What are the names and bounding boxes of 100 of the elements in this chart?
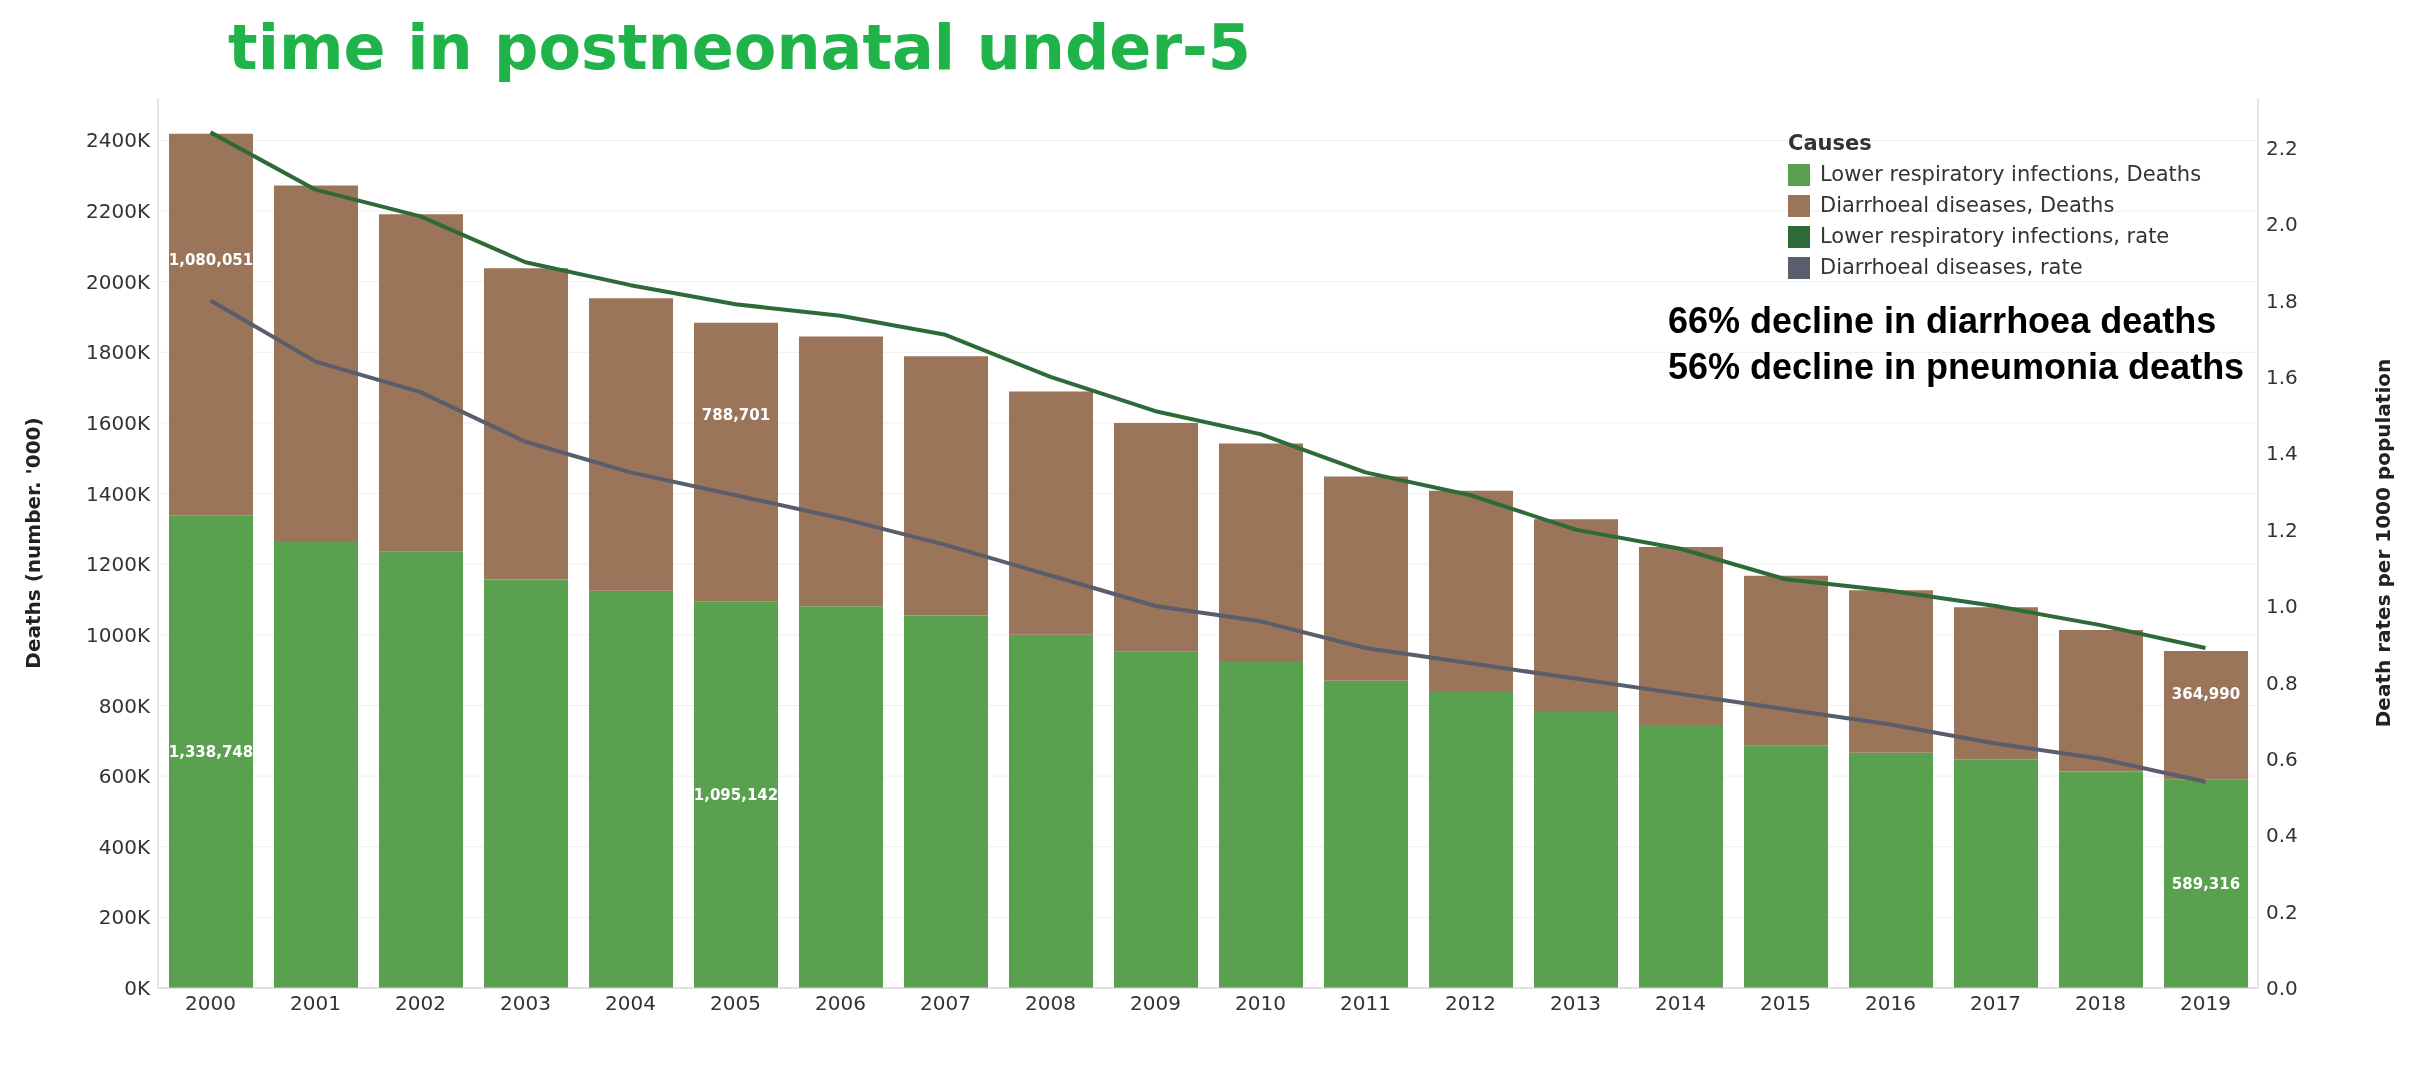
x-tick-label: 2015 xyxy=(1760,991,1811,1016)
bar xyxy=(1324,680,1408,988)
bar xyxy=(1954,759,2038,988)
bar xyxy=(1534,519,1618,712)
y2-tick-label: 0.0 xyxy=(2266,976,2298,1001)
bar xyxy=(274,185,358,542)
y-tick-label: 2200K xyxy=(85,199,151,224)
bar xyxy=(2164,650,2248,780)
y-tick-label: 200K xyxy=(98,905,151,930)
bar xyxy=(1009,634,1093,988)
bar xyxy=(1744,745,1828,988)
bar xyxy=(2164,779,2248,988)
y2-axis-title: Death rates per 1000 population xyxy=(2371,358,2396,728)
x-tick-label: 2016 xyxy=(1865,991,1916,1016)
data-label: 1,338,748 xyxy=(168,742,254,761)
legend-title: Causes xyxy=(1788,130,1873,157)
y-tick-label: 1800K xyxy=(85,340,151,365)
y2-tick-label: 1.6 xyxy=(2266,364,2298,389)
bar xyxy=(1954,607,2038,760)
annotation: 66% decline in diarrhoea deaths xyxy=(1668,299,2218,343)
x-tick-label: 2003 xyxy=(500,991,551,1016)
bar xyxy=(1114,422,1198,652)
y-tick-label: 1200K xyxy=(85,552,151,577)
bar xyxy=(2059,771,2143,988)
bar xyxy=(379,551,463,988)
data-label: 1,095,142 xyxy=(693,785,779,804)
annotation: 56% decline in pneumonia deaths xyxy=(1668,345,2245,389)
x-tick-label: 2006 xyxy=(815,991,866,1016)
bar xyxy=(799,336,883,607)
bar xyxy=(1114,651,1198,988)
bar xyxy=(274,541,358,988)
x-tick-label: 2011 xyxy=(1340,991,1391,1016)
bar xyxy=(589,298,673,591)
y2-tick-label: 2.2 xyxy=(2266,135,2298,160)
bar xyxy=(694,601,778,988)
legend-label: Diarrhoeal diseases, rate xyxy=(1820,254,2083,281)
y2-tick-label: 1.2 xyxy=(2266,517,2298,542)
x-tick-label: 2002 xyxy=(395,991,446,1016)
x-tick-label: 2019 xyxy=(2180,991,2231,1016)
y2-tick-label: 1.0 xyxy=(2266,594,2298,619)
y-tick-label: 400K xyxy=(98,834,151,859)
x-tick-label: 2013 xyxy=(1550,991,1601,1016)
y-tick-label: 1000K xyxy=(85,622,151,647)
x-tick-label: 2012 xyxy=(1445,991,1496,1016)
x-tick-label: 2004 xyxy=(605,991,656,1016)
y2-tick-label: 0.4 xyxy=(2266,823,2298,848)
bar xyxy=(799,606,883,988)
y-tick-label: 1400K xyxy=(85,481,151,506)
bar xyxy=(1849,752,1933,988)
data-label: 364,990 xyxy=(2171,684,2241,703)
bar xyxy=(694,322,778,602)
y-tick-label: 2000K xyxy=(85,269,151,294)
data-label: 788,701 xyxy=(701,405,771,424)
y2-tick-label: 0.2 xyxy=(2266,899,2298,924)
bar xyxy=(1639,724,1723,988)
y2-tick-label: 0.8 xyxy=(2266,670,2298,695)
bar xyxy=(1429,490,1513,691)
legend-label: Diarrhoeal diseases, Deaths xyxy=(1820,192,2115,219)
y-tick-label: 600K xyxy=(98,764,151,789)
bar xyxy=(1324,476,1408,681)
x-tick-label: 2010 xyxy=(1235,991,1286,1016)
bar xyxy=(1219,662,1303,988)
y2-tick-label: 1.8 xyxy=(2266,288,2298,313)
bar xyxy=(2059,629,2143,772)
x-tick-label: 2017 xyxy=(1970,991,2021,1016)
bar xyxy=(484,579,568,988)
bar xyxy=(589,590,673,988)
chart-title: time in postneonatal under-5 xyxy=(227,10,1252,86)
data-label: 589,316 xyxy=(2171,874,2241,893)
bar xyxy=(904,356,988,616)
x-tick-label: 2007 xyxy=(920,991,971,1016)
legend-label: Lower respiratory infections, rate xyxy=(1820,223,2170,250)
legend-label: Lower respiratory infections, Deaths xyxy=(1820,161,2202,188)
y2-tick-label: 0.6 xyxy=(2266,746,2298,771)
x-tick-label: 2005 xyxy=(710,991,761,1016)
bar xyxy=(1639,546,1723,725)
y2-tick-label: 2.0 xyxy=(2266,212,2298,237)
bar xyxy=(1534,711,1618,988)
x-tick-label: 2018 xyxy=(2075,991,2126,1016)
bar xyxy=(169,133,253,516)
y2-tick-label: 1.4 xyxy=(2266,441,2298,466)
bar xyxy=(1849,590,1933,753)
bar xyxy=(484,268,568,580)
x-tick-label: 2009 xyxy=(1130,991,1181,1016)
x-tick-label: 2001 xyxy=(290,991,341,1016)
x-tick-label: 2008 xyxy=(1025,991,1076,1016)
x-tick-label: 2000 xyxy=(185,991,236,1016)
bar xyxy=(169,515,253,988)
y-axis-title: Deaths (number. '000) xyxy=(21,417,46,669)
bar xyxy=(379,214,463,552)
y-tick-label: 1600K xyxy=(85,411,151,436)
bar xyxy=(1009,391,1093,635)
x-tick-label: 2014 xyxy=(1655,991,1706,1016)
data-label: 1,080,051 xyxy=(168,250,254,269)
bar xyxy=(904,615,988,988)
bar xyxy=(1219,443,1303,663)
y-tick-label: 800K xyxy=(98,693,151,718)
bar xyxy=(1429,690,1513,988)
y-tick-label: 2400K xyxy=(85,128,151,153)
y-tick-label: 0K xyxy=(124,976,151,1001)
